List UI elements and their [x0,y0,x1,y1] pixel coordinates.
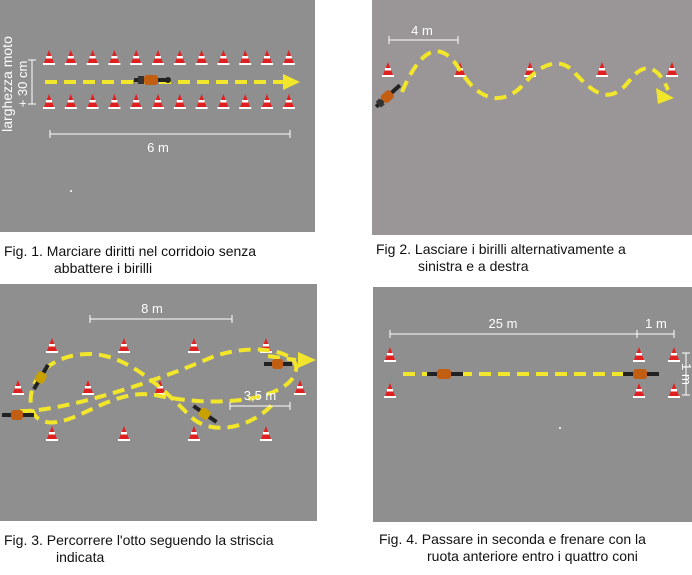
figure-2-panel: 4 m [372,0,692,235]
caption-line-1: Fig. 3. Percorrere l'otto seguendo la st… [4,532,274,548]
width-label: larghezza moto [0,36,15,132]
traffic-cone-icon [283,50,295,65]
traffic-cone-icon [294,380,306,395]
traffic-cone-icon [118,338,130,353]
traffic-cone-icon [633,347,645,362]
distance-label: 25 m [489,316,518,331]
traffic-cone-icon [43,94,55,109]
traffic-cone-icon [46,426,58,441]
figure-3-diagram: 8 m 3,5 m [0,284,317,521]
traffic-cone-icon [188,426,200,441]
traffic-cone-icon [130,50,142,65]
figure-4-diagram: 25 m 1 m 1 m [373,287,692,522]
traffic-cone-icon [217,50,229,65]
traffic-cone-icon [152,94,164,109]
traffic-cone-icon [108,94,120,109]
traffic-cone-icon [239,50,251,65]
traffic-cone-icon [188,338,200,353]
traffic-cone-icon [261,50,273,65]
traffic-cone-icon [152,50,164,65]
traffic-cone-icon [108,50,120,65]
figure-1-diagram: larghezza moto + 30 cm 6 m [0,0,315,232]
traffic-cone-icon [196,94,208,109]
figure-3-caption: Fig. 3. Percorrere l'otto seguendo la st… [4,532,274,566]
figure-1-caption: Fig. 1. Marciare diritti nel corridoio s… [4,243,256,277]
traffic-cone-icon [130,94,142,109]
traffic-cone-icon [174,94,186,109]
motorcycle-icon [623,369,659,379]
figure-3-panel: 8 m 3,5 m [0,284,317,521]
traffic-cone-icon [633,383,645,398]
figure-4-caption: Fig. 4. Passare in seconda e frenare con… [379,531,646,565]
traffic-cone-icon [87,94,99,109]
caption-line-2: indicata [4,549,274,566]
caption-line-1: Fig 2. Lasciare i birilli alternativamen… [376,241,626,257]
motorcycle-icon [427,369,463,379]
traffic-cone-icon [196,50,208,65]
length-label: 6 m [147,140,169,155]
motorcycle-icon [373,82,403,111]
spacing-label: 4 m [411,23,433,38]
traffic-cone-icon [43,50,55,65]
caption-line-1: Fig. 4. Passare in seconda e frenare con… [379,531,646,547]
traffic-cone-icon [87,50,99,65]
figure-4-panel: 25 m 1 m 1 m [373,287,692,522]
box-width-label: 1 m [679,363,692,385]
motorcycle-icon [30,362,53,391]
traffic-cone-icon [239,94,251,109]
traffic-cone-icon [260,426,272,441]
traffic-cone-icon [217,94,229,109]
path-arrowhead [656,88,674,104]
box-length-label: 1 m [645,316,667,331]
path-arrowhead [283,74,300,90]
figure-2-diagram: 4 m [372,0,692,235]
width-plus-label: + 30 cm [15,61,30,108]
traffic-cone-icon [382,62,394,77]
caption-line-1: Fig. 1. Marciare diritti nel corridoio s… [4,243,256,259]
traffic-cone-icon [384,347,396,362]
traffic-cone-icon [82,380,94,395]
caption-line-2: abbattere i birilli [4,260,256,277]
length-label: 8 m [141,301,163,316]
traffic-cone-icon [283,94,295,109]
traffic-cone-icon [384,383,396,398]
figure-1-panel: larghezza moto + 30 cm 6 m [0,0,315,232]
figure-2-caption: Fig 2. Lasciare i birilli alternativamen… [376,241,626,275]
traffic-cone-icon [261,94,273,109]
width-label: 3,5 m [244,388,277,403]
traffic-cone-icon [118,426,130,441]
traffic-cone-icon [668,383,680,398]
slalom-path [402,51,668,98]
caption-line-2: ruota anteriore entro i quattro coni [379,548,646,565]
caption-line-2: sinistra e a destra [376,258,626,275]
traffic-cone-icon [668,347,680,362]
traffic-cone-icon [666,62,678,77]
traffic-cone-icon [46,338,58,353]
traffic-cone-icon [174,50,186,65]
traffic-cone-icon [12,380,24,395]
path-arrowhead [298,352,316,368]
traffic-cone-icon [65,50,77,65]
traffic-cone-icon [65,94,77,109]
traffic-cone-icon [596,62,608,77]
